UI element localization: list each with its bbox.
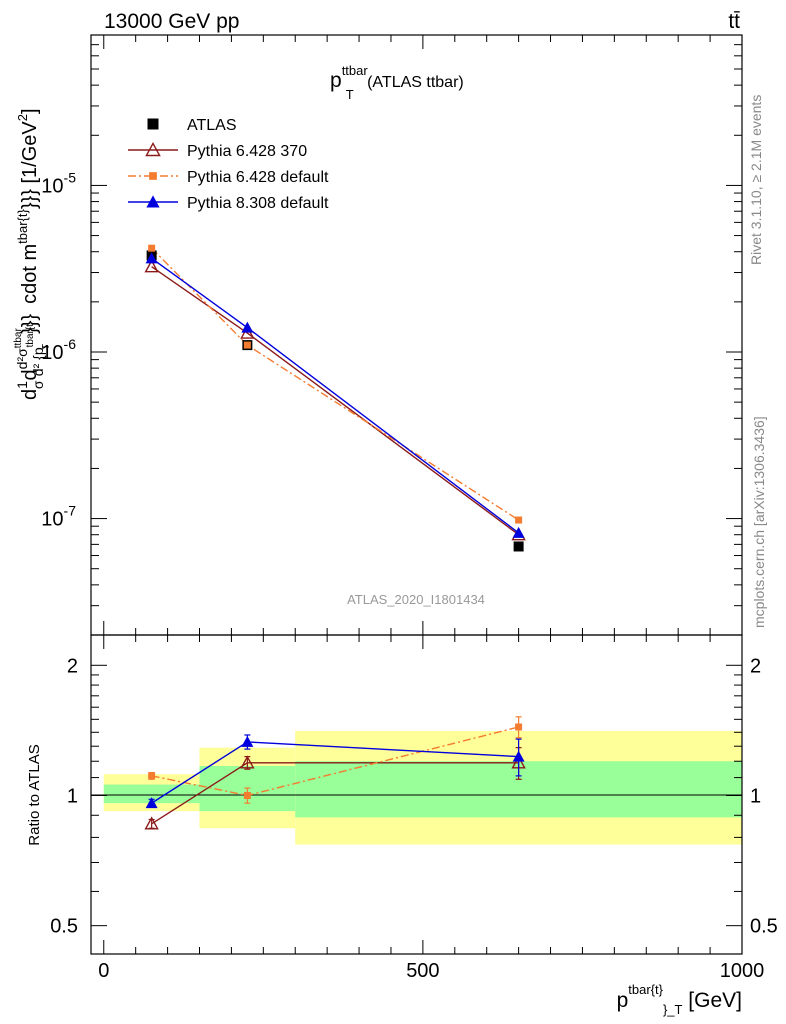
green-band bbox=[103, 784, 200, 804]
y-tick-label: 10-6 bbox=[41, 336, 76, 364]
y-tick-label: 10-5 bbox=[41, 169, 76, 197]
y-tick-label: 10-7 bbox=[41, 503, 76, 531]
ratio-y-tick-label-right: 0.5 bbox=[750, 916, 778, 938]
data-point bbox=[241, 321, 254, 333]
mcplots-label: mcplots.cern.ch [arXiv:1306.3436] bbox=[751, 416, 767, 628]
ratio-point bbox=[240, 755, 255, 769]
ratio-point bbox=[145, 797, 158, 809]
data-point bbox=[144, 259, 159, 273]
ratio-point bbox=[515, 723, 523, 731]
ratio-uncertainty-bands bbox=[103, 730, 742, 845]
data-point bbox=[148, 244, 156, 252]
rivet-label: Rivet 3.1.10, ≥ 2.1M events bbox=[748, 95, 764, 265]
ratio-point bbox=[144, 816, 159, 830]
legend-marker bbox=[149, 172, 157, 180]
series-line bbox=[151, 257, 520, 534]
ratio-point bbox=[512, 750, 525, 762]
data-point bbox=[515, 516, 523, 524]
watermark-label: ATLAS_2020_I1801434 bbox=[347, 592, 485, 607]
legend-label: Pythia 6.428 default bbox=[187, 169, 329, 186]
process-label: 13000 GeV pp bbox=[104, 10, 239, 33]
ratio-y-tick-label: 0.5 bbox=[50, 916, 78, 938]
ratio-y-tick-label: 1 bbox=[67, 785, 78, 807]
plot-title: pttbar T (ATLAS ttbar) bbox=[330, 63, 464, 102]
series-line bbox=[151, 247, 519, 521]
ratio-y-tick-label-right: 2 bbox=[750, 655, 761, 677]
x-tick-label: 1000 bbox=[720, 960, 765, 982]
x-tick-label: 500 bbox=[406, 960, 439, 982]
x-tick-label: 0 bbox=[98, 960, 109, 982]
x-axis-title: ptbar{t}}_T [GeV] bbox=[617, 982, 742, 1017]
y-axis-title: d1σdd²σttbard² {ptbar{t T}}}cdot mtbar{t}… bbox=[13, 108, 52, 400]
data-point bbox=[145, 252, 158, 264]
legend-marker bbox=[146, 195, 160, 208]
legend: ATLAS Pythia 6.428 370 Pythia 6.428 defaul… bbox=[128, 117, 329, 212]
legend-marker bbox=[145, 141, 161, 157]
data-point bbox=[513, 541, 524, 552]
legend-marker bbox=[147, 118, 159, 130]
legend-label: ATLAS bbox=[187, 117, 237, 134]
ratio-point bbox=[241, 735, 254, 747]
ratio-plot-frame bbox=[90, 634, 743, 955]
legend-label: Pythia 8.308 default bbox=[187, 195, 329, 212]
svg-text:d1σdd²σttbard² {ptbar{tT}}}cdo: d1σdd²σttbard² {ptbar{t T}}}cdot mtbar{t}… bbox=[13, 108, 52, 400]
data-point bbox=[512, 526, 525, 538]
series-line bbox=[151, 266, 520, 536]
ratio-y-tick-label: 2 bbox=[67, 655, 78, 677]
ratio-y-tick-label-right: 1 bbox=[750, 785, 761, 807]
ratio-point bbox=[243, 791, 251, 799]
ratio-point bbox=[148, 772, 156, 780]
legend-label: Pythia 6.428 370 bbox=[187, 143, 307, 160]
final-state-label: tt̄ bbox=[728, 10, 740, 33]
data-point bbox=[243, 341, 251, 349]
ratio-axis-title: Ratio to ATLAS bbox=[26, 744, 43, 845]
